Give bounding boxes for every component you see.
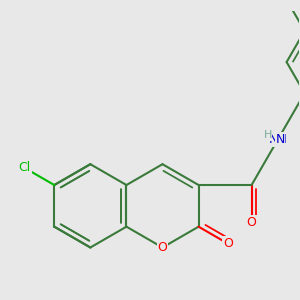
Text: O: O	[247, 216, 256, 229]
Text: NH: NH	[269, 133, 287, 146]
Text: N: N	[275, 133, 285, 146]
Text: Cl: Cl	[19, 161, 31, 175]
Text: O: O	[158, 241, 167, 254]
Text: O: O	[223, 237, 233, 250]
Text: H: H	[263, 130, 272, 140]
